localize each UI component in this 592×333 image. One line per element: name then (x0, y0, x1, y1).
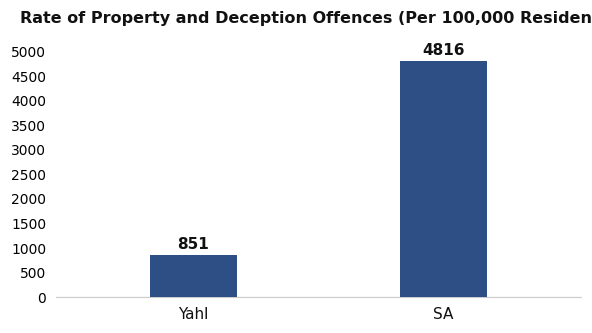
Bar (150, 255, 237, 297)
Bar (400, 61, 487, 297)
Text: 4816: 4816 (422, 43, 465, 58)
Title: Rate of Property and Deception Offences (Per 100,000 Residents): Rate of Property and Deception Offences … (20, 11, 592, 26)
Text: 851: 851 (178, 237, 210, 252)
